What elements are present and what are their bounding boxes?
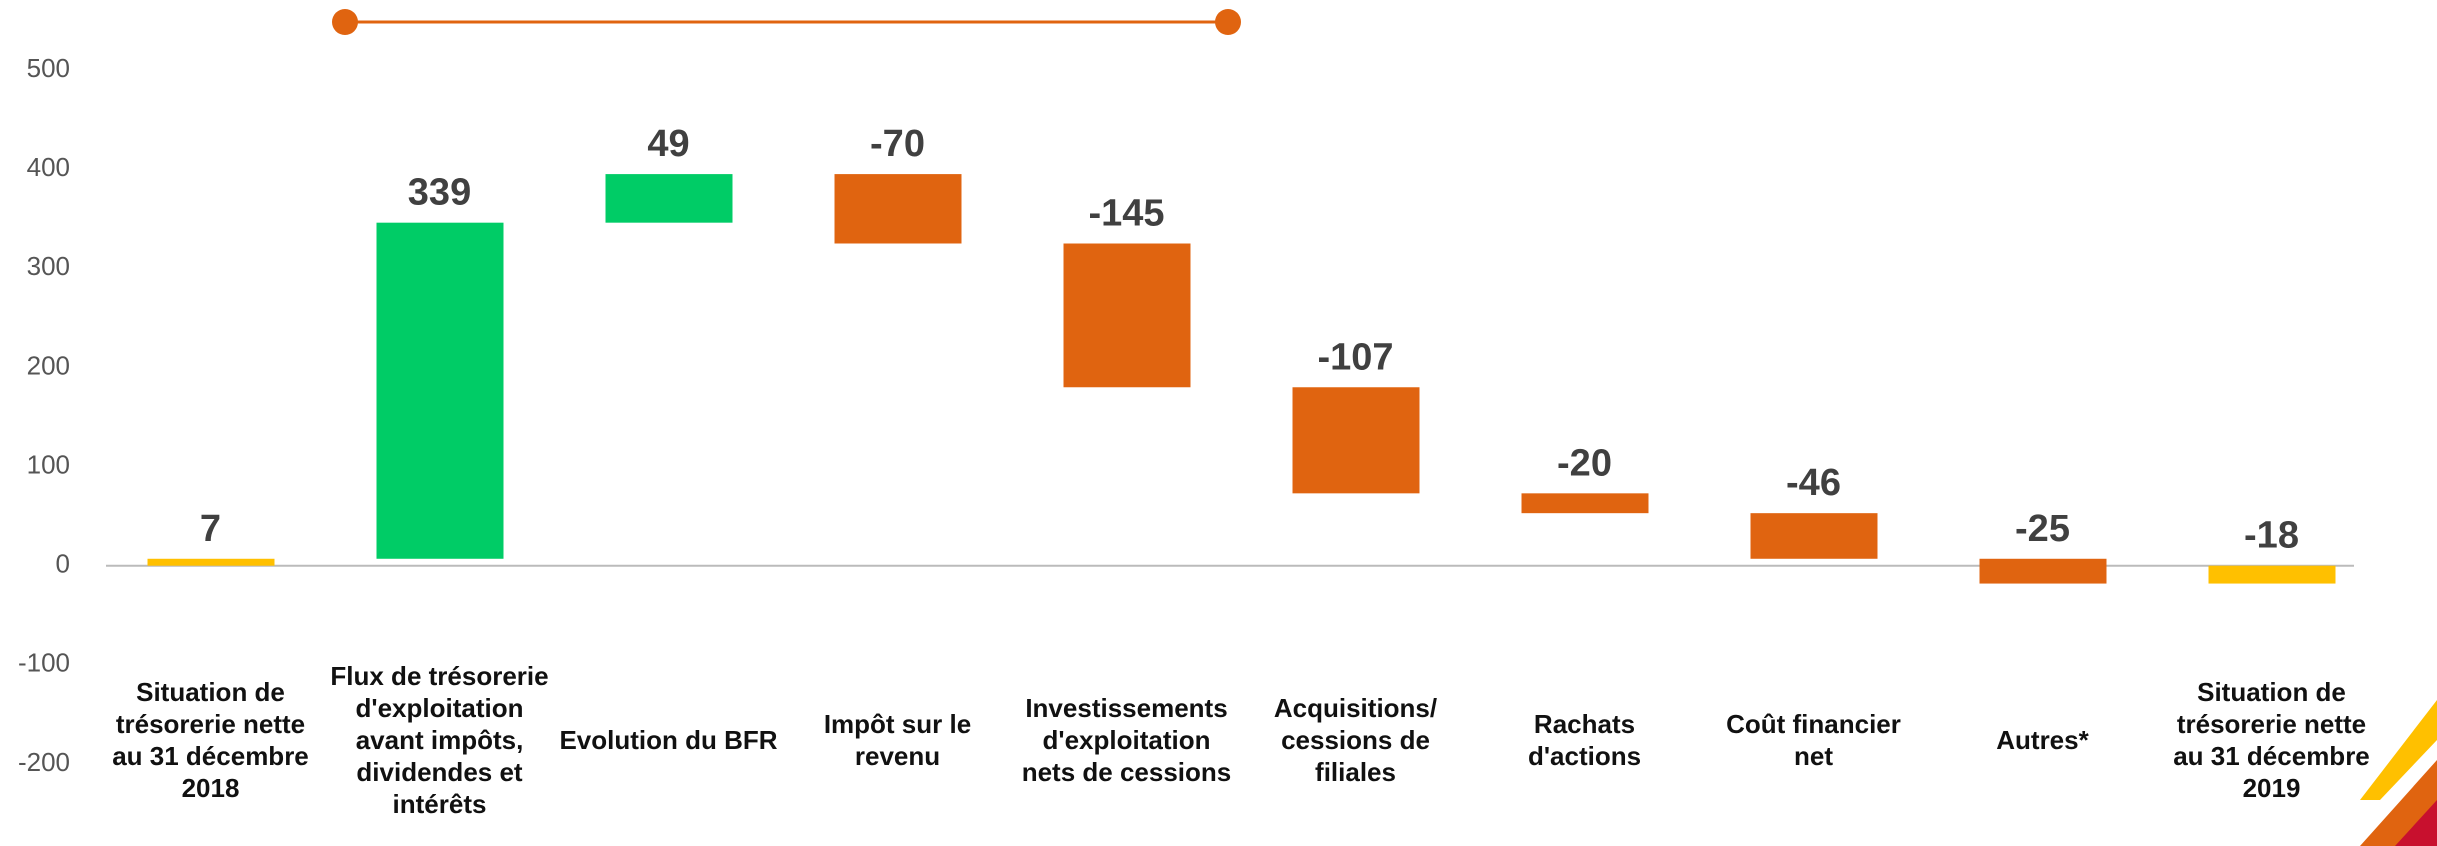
bar [1064, 244, 1191, 388]
x-tick-label: Rachats d'actions [1475, 640, 1695, 840]
bar [835, 174, 962, 243]
x-tick-label: Impôt sur le revenu [788, 640, 1008, 840]
bar [1751, 513, 1878, 559]
x-tick-label: Investissements d'exploitation nets de c… [1017, 640, 1237, 840]
value-label: 49 [647, 123, 689, 165]
value-label: -25 [2015, 508, 2070, 550]
page: -200 -100 0 100 200 300 400 500 7 339 49 -70 -145 -10… [0, 0, 2437, 846]
y-tick-label: 500 [27, 53, 70, 83]
value-label: 7 [200, 508, 221, 550]
x-tick-label: Coût financier net [1704, 640, 1924, 840]
x-tick-label: Acquisitions/ cessions de filiales [1246, 640, 1466, 840]
x-tick-label: Situation de trésorerie nette au 31 déce… [2162, 640, 2382, 840]
x-tick-label: Flux de trésorerie d'exploitation avant … [330, 640, 550, 840]
y-tick-label: 200 [27, 350, 70, 380]
value-label: -70 [870, 123, 925, 165]
value-label: -46 [1786, 462, 1841, 504]
value-label: 339 [408, 172, 471, 214]
x-tick-label: Evolution du BFR [559, 640, 779, 840]
y-tick-label: 0 [56, 549, 70, 579]
x-tick-label: Situation de trésorerie nette au 31 déce… [101, 640, 321, 840]
bar [377, 223, 504, 559]
bar [1293, 387, 1420, 493]
value-label: -18 [2244, 515, 2299, 557]
bar [148, 559, 275, 566]
bar [1522, 493, 1649, 513]
value-label: -20 [1557, 442, 1612, 484]
y-tick-label: 300 [27, 251, 70, 281]
value-label: -107 [1317, 336, 1393, 378]
bar [2209, 566, 2336, 584]
y-tick-label: -200 [18, 747, 70, 777]
value-label: -145 [1088, 193, 1164, 235]
y-tick-label: -100 [18, 648, 70, 678]
x-tick-label: Autres* [1933, 640, 2153, 840]
bar [1980, 559, 2107, 584]
y-tick-label: 100 [27, 449, 70, 479]
y-tick-label: 400 [27, 152, 70, 182]
bar [606, 174, 733, 223]
